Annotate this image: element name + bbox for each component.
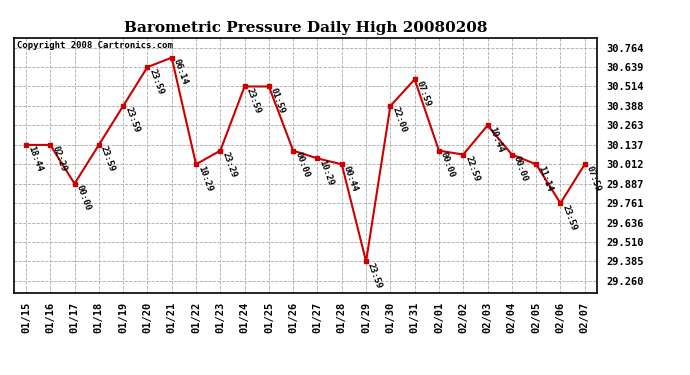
Text: 23:59: 23:59 (123, 106, 141, 134)
Text: 00:00: 00:00 (512, 154, 529, 183)
Text: 01:59: 01:59 (269, 87, 286, 115)
Text: 23:59: 23:59 (148, 67, 165, 96)
Text: 10:44: 10:44 (488, 125, 505, 154)
Text: 07:59: 07:59 (415, 80, 433, 108)
Text: 22:00: 22:00 (391, 106, 408, 134)
Title: Barometric Pressure Daily High 20080208: Barometric Pressure Daily High 20080208 (124, 21, 487, 35)
Text: 00:00: 00:00 (293, 151, 310, 179)
Text: 07:59: 07:59 (584, 164, 602, 193)
Text: 00:00: 00:00 (75, 184, 92, 212)
Text: 22:59: 22:59 (463, 154, 481, 183)
Text: Copyright 2008 Cartronics.com: Copyright 2008 Cartronics.com (17, 41, 172, 50)
Text: 00:00: 00:00 (439, 151, 457, 179)
Text: 10:29: 10:29 (196, 164, 214, 193)
Text: 02:29: 02:29 (50, 145, 68, 173)
Text: 23:59: 23:59 (244, 87, 262, 115)
Text: 11:14: 11:14 (536, 164, 554, 193)
Text: 23:59: 23:59 (99, 145, 117, 173)
Text: 23:59: 23:59 (366, 261, 384, 290)
Text: 23:29: 23:29 (220, 151, 238, 179)
Text: 18:44: 18:44 (26, 145, 43, 173)
Text: 10:29: 10:29 (317, 158, 335, 187)
Text: 23:59: 23:59 (560, 203, 578, 231)
Text: 00:44: 00:44 (342, 164, 359, 193)
Text: 06:14: 06:14 (172, 58, 189, 86)
